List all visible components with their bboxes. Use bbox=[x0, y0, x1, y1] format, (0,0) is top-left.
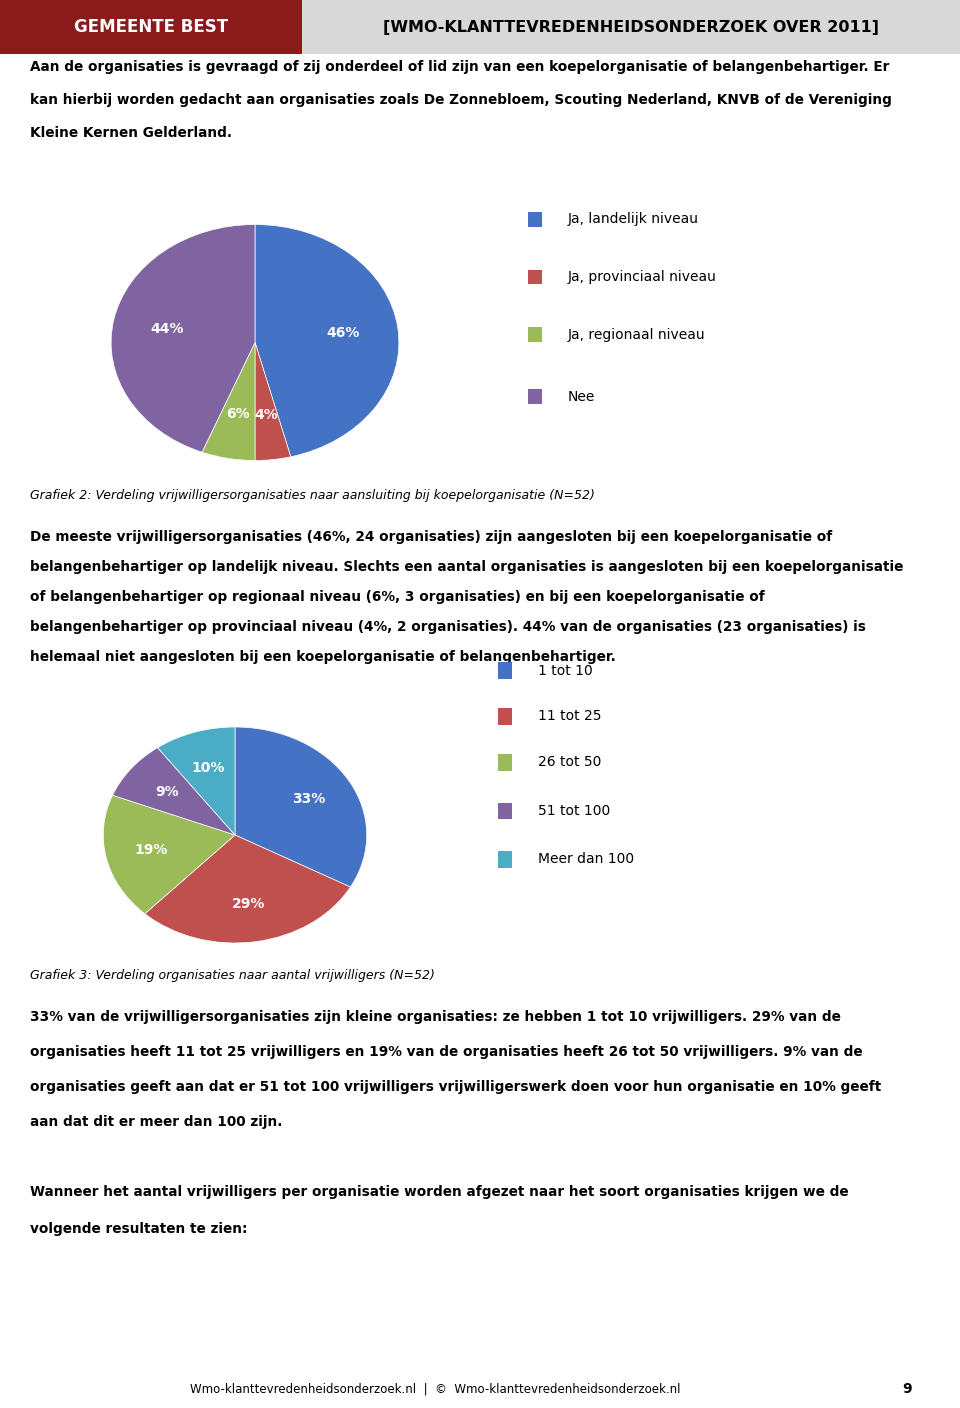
Text: 33%: 33% bbox=[292, 793, 325, 807]
Text: Grafiek 2: Verdeling vrijwilligersorganisaties naar aansluiting bij koepelorgani: Grafiek 2: Verdeling vrijwilligersorgani… bbox=[30, 489, 595, 501]
Wedge shape bbox=[145, 835, 350, 943]
Text: Ja, regionaal niveau: Ja, regionaal niveau bbox=[568, 328, 706, 342]
Text: Nee: Nee bbox=[568, 390, 595, 404]
Wedge shape bbox=[157, 727, 235, 835]
Text: Grafiek 3: Verdeling organisaties naar aantal vrijwilligers (N=52): Grafiek 3: Verdeling organisaties naar a… bbox=[30, 969, 435, 981]
Text: kan hierbij worden gedacht aan organisaties zoals De Zonnebloem, Scouting Nederl: kan hierbij worden gedacht aan organisat… bbox=[30, 93, 892, 107]
Text: 4%: 4% bbox=[254, 408, 278, 422]
Text: helemaal niet aangesloten bij een koepelorganisatie of belangenbehartiger.: helemaal niet aangesloten bij een koepel… bbox=[30, 650, 615, 665]
Text: 29%: 29% bbox=[231, 897, 265, 911]
Text: 19%: 19% bbox=[134, 843, 168, 857]
Text: 11 tot 25: 11 tot 25 bbox=[538, 710, 602, 724]
Text: Wanneer het aantal vrijwilligers per organisatie worden afgezet naar het soort o: Wanneer het aantal vrijwilligers per org… bbox=[30, 1186, 849, 1200]
Text: De meeste vrijwilligersorganisaties (46%, 24 organisaties) zijn aangesloten bij : De meeste vrijwilligersorganisaties (46%… bbox=[30, 529, 832, 543]
Text: 1 tot 10: 1 tot 10 bbox=[538, 663, 592, 677]
Text: of belangenbehartiger op regionaal niveau (6%, 3 organisaties) en bij een koepel: of belangenbehartiger op regionaal nivea… bbox=[30, 590, 765, 604]
Wedge shape bbox=[202, 342, 255, 460]
Text: 51 tot 100: 51 tot 100 bbox=[538, 804, 611, 818]
Text: 9: 9 bbox=[902, 1383, 912, 1395]
Text: belangenbehartiger op landelijk niveau. Slechts een aantal organisaties is aange: belangenbehartiger op landelijk niveau. … bbox=[30, 560, 903, 574]
Text: volgende resultaten te zien:: volgende resultaten te zien: bbox=[30, 1222, 248, 1236]
Text: 46%: 46% bbox=[326, 327, 360, 341]
Bar bbox=[498, 755, 513, 770]
Bar bbox=[528, 327, 542, 342]
Bar bbox=[528, 213, 542, 227]
Text: [WMO-KLANTTEVREDENHEIDSONDERZOEK OVER 2011]: [WMO-KLANTTEVREDENHEIDSONDERZOEK OVER 20… bbox=[383, 20, 879, 35]
Bar bbox=[528, 389, 542, 404]
Text: Wmo-klanttevredenheidsonderzoek.nl  |  ©  Wmo-klanttevredenheidsonderzoek.nl: Wmo-klanttevredenheidsonderzoek.nl | © W… bbox=[190, 1383, 681, 1395]
Wedge shape bbox=[255, 224, 399, 456]
Text: 10%: 10% bbox=[192, 762, 226, 776]
Text: 33% van de vrijwilligersorganisaties zijn kleine organisaties: ze hebben 1 tot 1: 33% van de vrijwilligersorganisaties zij… bbox=[30, 1010, 841, 1024]
FancyBboxPatch shape bbox=[0, 0, 302, 54]
Text: Ja, landelijk niveau: Ja, landelijk niveau bbox=[568, 213, 699, 227]
Text: organisaties heeft 11 tot 25 vrijwilligers en 19% van de organisaties heeft 26 t: organisaties heeft 11 tot 25 vrijwillige… bbox=[30, 1045, 863, 1059]
Text: Kleine Kernen Gelderland.: Kleine Kernen Gelderland. bbox=[30, 125, 232, 139]
Text: aan dat dit er meer dan 100 zijn.: aan dat dit er meer dan 100 zijn. bbox=[30, 1115, 282, 1129]
Wedge shape bbox=[235, 727, 367, 887]
Wedge shape bbox=[112, 748, 235, 835]
Bar bbox=[498, 708, 513, 725]
Text: 9%: 9% bbox=[156, 786, 180, 798]
Text: 44%: 44% bbox=[151, 322, 184, 335]
Wedge shape bbox=[111, 224, 255, 452]
Text: belangenbehartiger op provinciaal niveau (4%, 2 organisaties). 44% van de organi: belangenbehartiger op provinciaal niveau… bbox=[30, 620, 866, 634]
Wedge shape bbox=[255, 342, 291, 460]
Bar bbox=[498, 803, 513, 819]
FancyBboxPatch shape bbox=[302, 0, 960, 54]
Text: Meer dan 100: Meer dan 100 bbox=[538, 852, 635, 866]
Text: Ja, provinciaal niveau: Ja, provinciaal niveau bbox=[568, 270, 717, 284]
Bar bbox=[528, 269, 542, 284]
Text: 26 tot 50: 26 tot 50 bbox=[538, 756, 601, 769]
Text: organisaties geeft aan dat er 51 tot 100 vrijwilligers vrijwilligerswerk doen vo: organisaties geeft aan dat er 51 tot 100… bbox=[30, 1080, 881, 1094]
Bar bbox=[498, 662, 513, 679]
Bar bbox=[498, 850, 513, 867]
Text: GEMEENTE BEST: GEMEENTE BEST bbox=[74, 18, 228, 37]
Wedge shape bbox=[104, 796, 235, 914]
Text: 6%: 6% bbox=[227, 407, 251, 421]
Text: Aan de organisaties is gevraagd of zij onderdeel of lid zijn van een koepelorgan: Aan de organisaties is gevraagd of zij o… bbox=[30, 61, 889, 75]
